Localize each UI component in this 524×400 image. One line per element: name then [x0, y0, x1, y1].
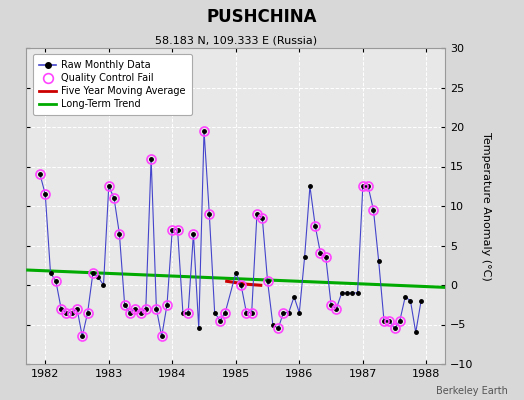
Text: PUSHCHINA: PUSHCHINA [207, 8, 317, 26]
Title: 58.183 N, 109.333 E (Russia): 58.183 N, 109.333 E (Russia) [155, 36, 317, 46]
Y-axis label: Temperature Anomaly (°C): Temperature Anomaly (°C) [481, 132, 490, 280]
Text: Berkeley Earth: Berkeley Earth [436, 386, 508, 396]
Legend: Raw Monthly Data, Quality Control Fail, Five Year Moving Average, Long-Term Tren: Raw Monthly Data, Quality Control Fail, … [33, 54, 192, 115]
